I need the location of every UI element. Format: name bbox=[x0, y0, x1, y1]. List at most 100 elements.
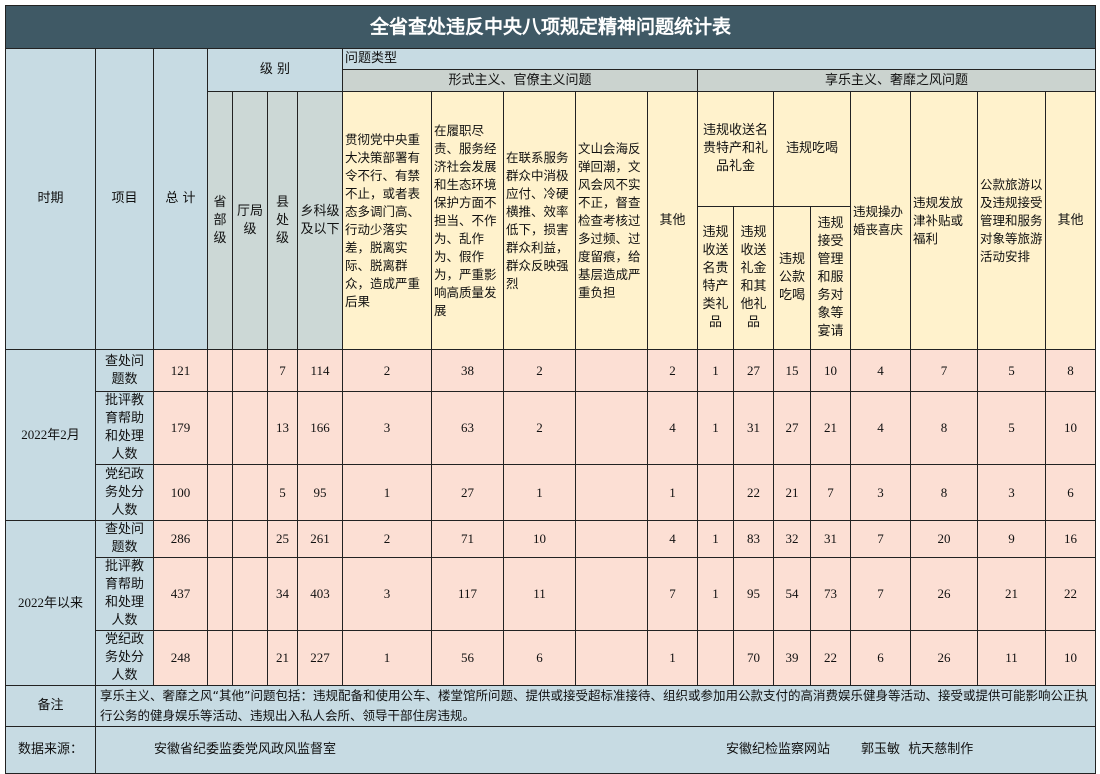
header-formalism: 形式主义、官僚主义问题 bbox=[342, 69, 698, 92]
data-cell: 21 bbox=[977, 557, 1046, 631]
data-cell: 3 bbox=[977, 464, 1046, 521]
data-cell: 7 bbox=[850, 520, 911, 558]
data-cell: 56 bbox=[431, 630, 504, 686]
data-cell: 5 bbox=[267, 464, 298, 521]
header-gifts: 违规收送名贵特产和礼品礼金 bbox=[697, 91, 774, 207]
data-cell: 437 bbox=[153, 557, 208, 631]
data-cell: 166 bbox=[297, 391, 343, 465]
row-item-label: 查处问题数 bbox=[95, 349, 154, 392]
data-cell bbox=[697, 630, 734, 686]
header-travel: 公款旅游以及违规接受管理和服务对象等旅游活动安排 bbox=[977, 91, 1046, 350]
header-level-bureau: 厅局级 bbox=[232, 91, 268, 350]
data-cell: 95 bbox=[733, 557, 774, 631]
data-cell: 8 bbox=[910, 391, 978, 465]
header-level-county: 县处级 bbox=[267, 91, 298, 350]
table-row: 批评教育帮助和处理人数 179 13 166 3 63 2 4 1 31 27 21 4 8 5 10 bbox=[6, 391, 1097, 465]
data-cell: 6 bbox=[850, 630, 911, 686]
data-cell bbox=[232, 630, 268, 686]
data-cell: 31 bbox=[810, 520, 851, 558]
data-cell: 1 bbox=[697, 520, 734, 558]
header-period: 时期 bbox=[5, 48, 96, 350]
table-row: 党纪政务处分人数 248 21 227 1 56 6 1 70 39 22 6 26 11 10 bbox=[6, 630, 1097, 686]
data-cell: 4 bbox=[850, 349, 911, 392]
data-cell: 63 bbox=[431, 391, 504, 465]
data-cell bbox=[575, 391, 648, 465]
data-cell: 11 bbox=[503, 557, 576, 631]
header-problem-type: 问题类型 bbox=[341, 48, 1097, 70]
source-cell: 安徽省纪委监委党风政风监督室 安徽纪检监察网站 郭玉敏 杭天慈制作 bbox=[94, 726, 1097, 774]
data-cell bbox=[697, 464, 734, 521]
data-cell: 22 bbox=[733, 464, 774, 521]
data-cell bbox=[575, 557, 648, 631]
data-cell: 286 bbox=[153, 520, 208, 558]
table-row: 2022年2月 查处问题数 121 7 114 2 38 2 2 1 27 15 10 4 7 5 8 bbox=[5, 349, 1097, 521]
data-cell: 13 bbox=[267, 391, 298, 465]
header-gifts-money: 违规收送礼金和其他礼品 bbox=[733, 206, 774, 350]
header-formalism-1: 贯彻党中央重大决策部署有令不行、有禁不止，或者表态多调门高、行动少落实差，脱离实… bbox=[342, 91, 432, 350]
data-cell: 1 bbox=[342, 630, 432, 686]
remark-label: 备注 bbox=[5, 685, 96, 727]
header-weddings: 违规操办婚丧喜庆 bbox=[850, 91, 911, 350]
data-cell bbox=[207, 464, 233, 521]
data-cell: 121 bbox=[153, 349, 208, 392]
source-label: 数据来源： bbox=[5, 726, 96, 774]
data-cell: 2 bbox=[503, 391, 576, 465]
row-item-label: 查处问题数 bbox=[95, 520, 154, 558]
data-cell bbox=[207, 349, 233, 392]
data-cell: 21 bbox=[810, 391, 851, 465]
data-cell: 8 bbox=[1044, 349, 1097, 392]
data-cell: 10 bbox=[810, 349, 851, 392]
row-item-label: 批评教育帮助和处理人数 bbox=[95, 557, 154, 631]
table-row: 党纪政务处分人数 100 5 95 1 27 1 1 22 21 7 3 8 3 6 bbox=[6, 464, 1097, 521]
data-cell bbox=[207, 557, 233, 631]
data-cell: 6 bbox=[1044, 464, 1097, 521]
data-cell: 25 bbox=[267, 520, 298, 558]
data-cell: 22 bbox=[1044, 557, 1097, 631]
header-item: 项目 bbox=[95, 48, 154, 350]
header-hedonism-other: 其他 bbox=[1044, 91, 1097, 350]
period-label: 2022年以来 bbox=[5, 520, 96, 686]
header-formalism-3: 在联系服务群众中消极应付、冷硬横推、效率低下，损害群众利益，群众反映强烈 bbox=[503, 91, 576, 350]
data-cell: 7 bbox=[910, 349, 978, 392]
data-cell bbox=[207, 391, 233, 465]
header-dining: 违规吃喝 bbox=[773, 91, 851, 207]
header-formalism-4: 文山会海反弹回潮，文风会风不实不正，督查检查考核过多过频、过度留痕，给基层造成严… bbox=[575, 91, 648, 350]
data-cell: 20 bbox=[910, 520, 978, 558]
data-cell: 26 bbox=[910, 630, 978, 686]
data-cell: 32 bbox=[773, 520, 811, 558]
data-cell: 403 bbox=[297, 557, 343, 631]
header-dining-public: 违规公款吃喝 bbox=[773, 206, 811, 350]
data-cell: 38 bbox=[431, 349, 504, 392]
data-cell: 10 bbox=[503, 520, 576, 558]
data-cell bbox=[232, 464, 268, 521]
table-row: 批评教育帮助和处理人数 437 34 403 3 117 11 7 1 95 54 73 7 26 21 22 bbox=[6, 557, 1097, 631]
data-cell: 83 bbox=[733, 520, 774, 558]
data-cell: 1 bbox=[697, 557, 734, 631]
row-item-label: 党纪政务处分人数 bbox=[95, 464, 154, 521]
header-dining-banquet: 违规接受管理和服务对象等宴请 bbox=[810, 206, 851, 350]
data-cell: 3 bbox=[850, 464, 911, 521]
data-cell: 27 bbox=[431, 464, 504, 521]
data-cell: 8 bbox=[910, 464, 978, 521]
data-cell bbox=[232, 557, 268, 631]
data-cell: 95 bbox=[297, 464, 343, 521]
table-row: 2022年以来 查处问题数 286 25 261 2 71 10 4 1 83 32 31 7 20 9 16 bbox=[5, 520, 1097, 686]
source-site: 安徽纪检监察网站 bbox=[726, 742, 831, 757]
data-cell: 5 bbox=[977, 391, 1046, 465]
data-cell: 7 bbox=[267, 349, 298, 392]
data-cell: 100 bbox=[153, 464, 208, 521]
data-cell: 7 bbox=[810, 464, 851, 521]
data-cell: 3 bbox=[342, 391, 432, 465]
data-cell: 27 bbox=[733, 349, 774, 392]
data-cell: 4 bbox=[647, 520, 698, 558]
header-formalism-other: 其他 bbox=[647, 91, 698, 350]
data-cell: 71 bbox=[431, 520, 504, 558]
data-cell: 10 bbox=[1044, 630, 1097, 686]
row-item-label: 批评教育帮助和处理人数 bbox=[95, 391, 154, 465]
data-cell: 1 bbox=[647, 630, 698, 686]
data-cell bbox=[232, 520, 268, 558]
data-cell bbox=[575, 464, 648, 521]
data-cell: 21 bbox=[773, 464, 811, 521]
header-hedonism: 享乐主义、奢靡之风问题 bbox=[696, 69, 1097, 92]
data-cell: 3 bbox=[342, 557, 432, 631]
